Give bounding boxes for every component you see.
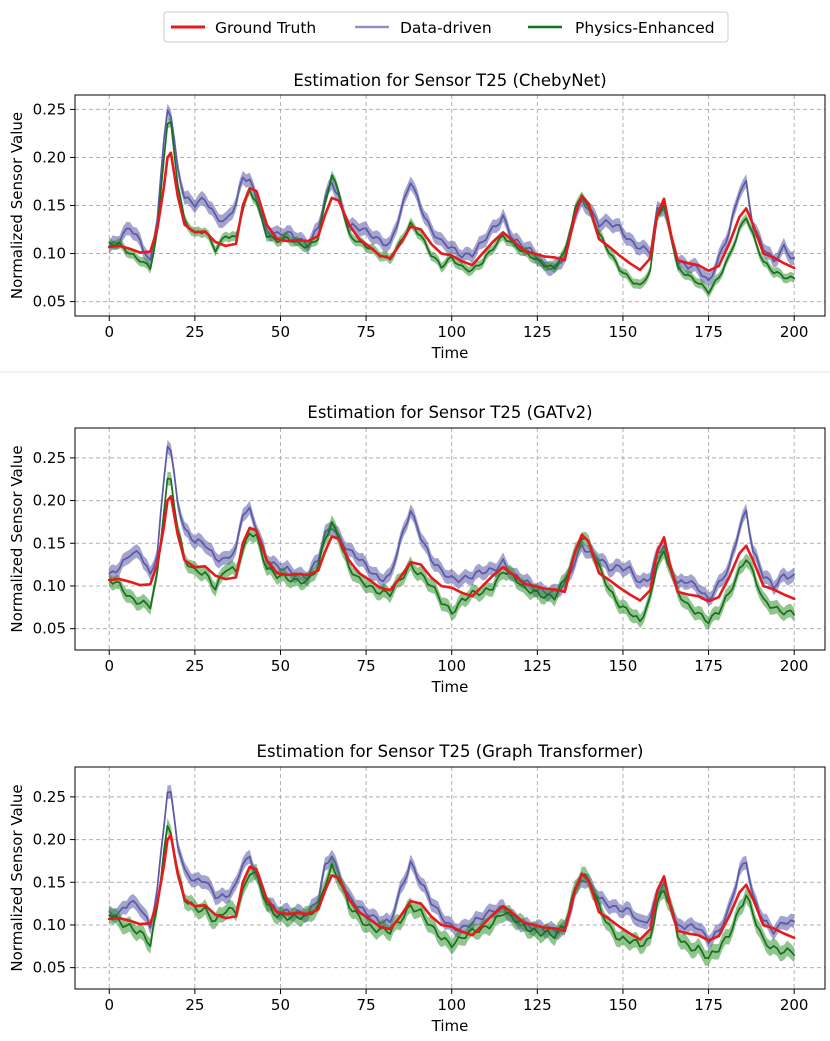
chart-title: Estimation for Sensor T25 (Graph Transfo… [257, 742, 644, 761]
series-line-ground-truth [107, 833, 796, 942]
series-line-physics-enhanced [108, 824, 796, 959]
series-line-ground-truth [107, 151, 796, 273]
y-tick-label: 0.20 [33, 148, 66, 166]
y-tick-label: 0.20 [33, 831, 66, 849]
x-tick-label: 175 [694, 657, 723, 675]
y-tick-label: 0.25 [33, 449, 66, 467]
y-tick-label: 0.15 [33, 534, 66, 552]
series-line-physics-enhanced [108, 477, 796, 625]
x-tick-label: 150 [609, 323, 638, 341]
x-tick-label: 175 [694, 996, 723, 1014]
y-tick-label: 0.15 [33, 873, 66, 891]
x-tick-label: 25 [185, 657, 204, 675]
x-tick-label: 200 [780, 657, 809, 675]
x-tick-label: 50 [271, 657, 290, 675]
y-tick-label: 0.20 [33, 492, 66, 510]
y-tick-label: 0.15 [33, 197, 66, 215]
legend-label-physics-enhanced: Physics-Enhanced [575, 19, 715, 37]
x-axis: 0 25 50 75 100 125 150 175 200 [104, 316, 808, 341]
plot-frame [74, 427, 826, 651]
y-tick-label: 0.05 [33, 959, 66, 977]
series-layer [107, 103, 796, 299]
series-line-data-driven [108, 791, 796, 945]
y-axis: 0.05 0.10 0.15 0.20 0.25 [33, 100, 75, 311]
y-tick-label: 0.10 [33, 577, 66, 595]
y-axis: 0.05 0.10 0.15 0.20 0.25 [33, 449, 75, 638]
y-tick-label: 0.10 [33, 916, 66, 934]
x-tick-label: 75 [357, 996, 376, 1014]
chart-panel-graph-transformer: Estimation for Sensor T25 (Graph Transfo… [8, 742, 826, 1035]
series-band-data-driven [109, 439, 795, 607]
chart-panel-chebynet: Estimation for Sensor T25 (ChebyNet) 0 25… [8, 71, 826, 362]
plot-frame [74, 766, 826, 990]
x-tick-label: 75 [357, 657, 376, 675]
x-tick-label: 25 [185, 323, 204, 341]
y-axis-label: Normalized Sensor Value [8, 784, 26, 971]
y-tick-label: 0.10 [33, 245, 66, 263]
x-tick-label: 175 [694, 323, 723, 341]
y-axis-label: Normalized Sensor Value [8, 112, 26, 299]
x-tick-label: 125 [523, 657, 552, 675]
x-tick-label: 150 [609, 996, 638, 1014]
grid [75, 95, 825, 316]
y-tick-label: 0.25 [33, 788, 66, 806]
x-tick-label: 50 [271, 996, 290, 1014]
x-axis-label: Time [431, 678, 469, 696]
x-tick-label: 50 [271, 323, 290, 341]
series-line-data-driven [108, 445, 796, 601]
chart-title: Estimation for Sensor T25 (ChebyNet) [293, 71, 606, 90]
legend-box [163, 11, 729, 43]
x-tick-label: 25 [185, 996, 204, 1014]
series-band-data-driven [109, 103, 795, 287]
chart-panel-gatv2: Estimation for Sensor T25 (GATv2) 0 25 50 7… [8, 403, 826, 696]
y-tick-label: 0.05 [33, 620, 66, 638]
x-tick-label: 100 [437, 996, 466, 1014]
legend: Ground Truth Data-driven Physics-Enhance… [163, 11, 729, 43]
x-tick-label: 100 [437, 323, 466, 341]
series-line-ground-truth [107, 494, 796, 603]
series-layer [107, 439, 796, 631]
x-tick-label: 0 [104, 996, 114, 1014]
x-tick-label: 200 [780, 996, 809, 1014]
x-tick-label: 100 [437, 657, 466, 675]
x-axis-label: Time [431, 344, 469, 362]
y-axis: 0.05 0.10 0.15 0.20 0.25 [33, 788, 75, 977]
y-tick-label: 0.25 [33, 100, 66, 118]
x-axis: 0 25 50 75 100 125 150 175 200 [104, 989, 808, 1014]
series-layer [107, 785, 796, 966]
x-axis: 0 25 50 75 100 125 150 175 200 [104, 650, 808, 675]
x-tick-label: 200 [780, 323, 809, 341]
chart-title: Estimation for Sensor T25 (GATv2) [307, 403, 592, 422]
x-tick-label: 125 [523, 996, 552, 1014]
x-tick-label: 125 [523, 323, 552, 341]
x-tick-label: 0 [104, 323, 114, 341]
x-axis-label: Time [431, 1017, 469, 1035]
y-tick-label: 0.05 [33, 293, 66, 311]
legend-label-data-driven: Data-driven [400, 19, 492, 37]
legend-label-ground-truth: Ground Truth [215, 19, 316, 37]
x-tick-label: 0 [104, 657, 114, 675]
y-axis-label: Normalized Sensor Value [8, 445, 26, 632]
x-tick-label: 150 [609, 657, 638, 675]
x-tick-label: 75 [357, 323, 376, 341]
